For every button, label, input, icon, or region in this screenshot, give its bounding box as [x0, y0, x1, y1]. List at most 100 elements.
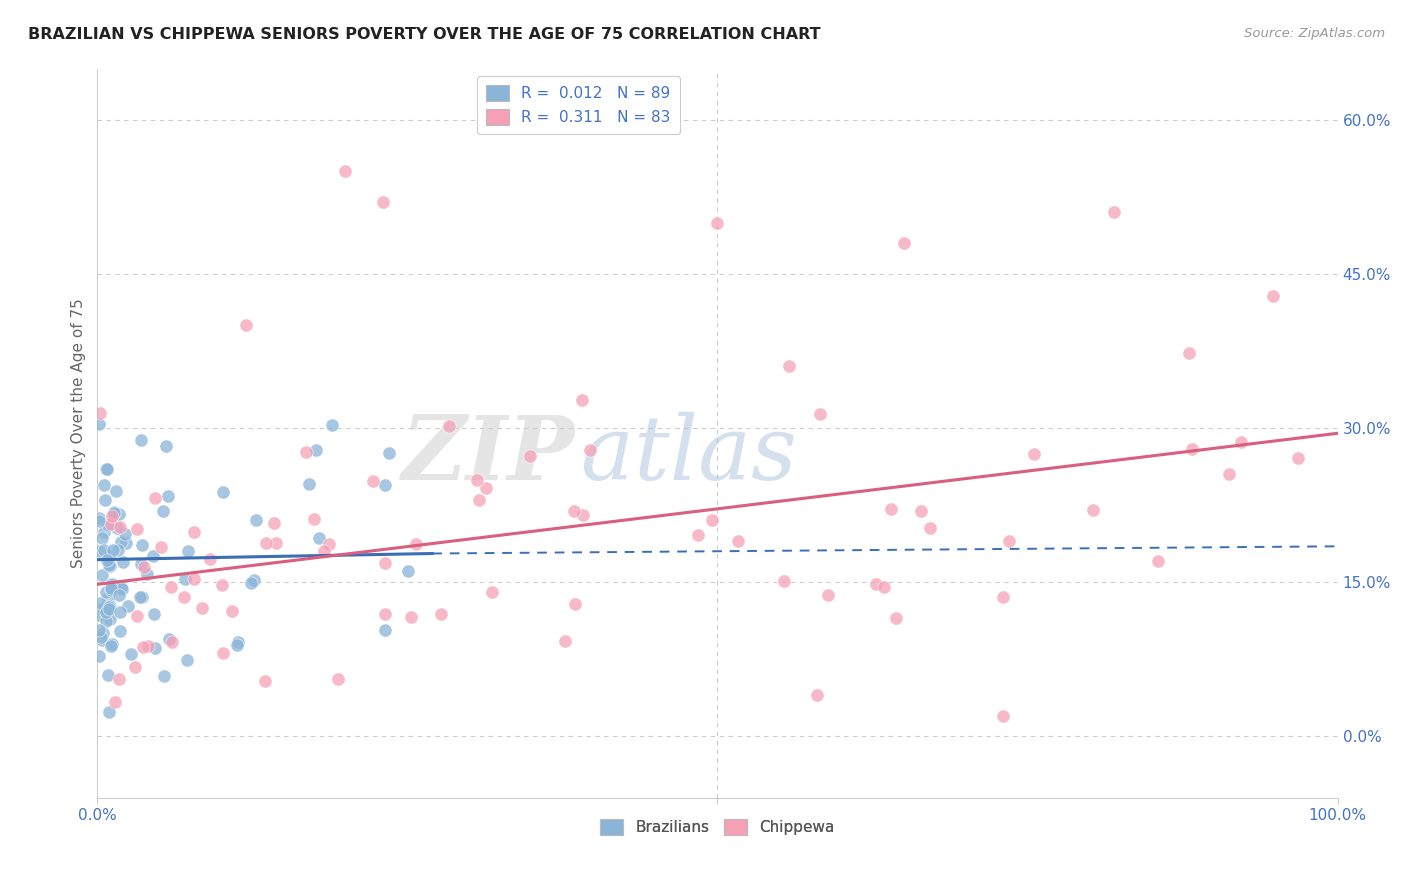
Point — [1218, 467, 1240, 481]
Point — [143, 491, 166, 505]
Point — [243, 573, 266, 587]
Point — [727, 533, 749, 548]
Point — [1178, 346, 1201, 360]
Point — [688, 528, 710, 542]
Point — [806, 688, 828, 702]
Point — [107, 508, 129, 522]
Legend: Brazilians, Chippewa: Brazilians, Chippewa — [593, 814, 841, 841]
Point — [579, 443, 602, 458]
Point — [94, 585, 117, 599]
Point — [328, 672, 350, 686]
Point — [778, 359, 800, 374]
Point — [125, 522, 148, 536]
Point — [110, 520, 132, 534]
Text: BRAZILIAN VS CHIPPEWA SENIORS POVERTY OVER THE AGE OF 75 CORRELATION CHART: BRAZILIAN VS CHIPPEWA SENIORS POVERTY OV… — [28, 27, 821, 42]
Point — [177, 544, 200, 558]
Point — [773, 574, 796, 589]
Point — [93, 478, 115, 492]
Point — [98, 600, 121, 615]
Point — [114, 536, 136, 550]
Point — [264, 536, 287, 550]
Point — [98, 558, 121, 573]
Point — [90, 630, 112, 644]
Point — [183, 572, 205, 586]
Point — [107, 588, 129, 602]
Point — [97, 706, 120, 720]
Point — [97, 667, 120, 681]
Point — [314, 544, 336, 558]
Point — [302, 512, 325, 526]
Point — [1181, 442, 1204, 456]
Point — [1286, 450, 1309, 465]
Point — [160, 635, 183, 649]
Point — [211, 578, 233, 592]
Point — [120, 648, 142, 662]
Point — [572, 508, 595, 522]
Point — [129, 590, 152, 604]
Point — [129, 434, 152, 448]
Point — [160, 580, 183, 594]
Point — [374, 478, 396, 492]
Point — [89, 596, 111, 610]
Text: ZIP: ZIP — [402, 412, 575, 499]
Point — [127, 609, 149, 624]
Point — [295, 444, 318, 458]
Point — [98, 612, 121, 626]
Point — [153, 668, 176, 682]
Point — [702, 513, 724, 527]
Point — [884, 611, 907, 625]
Point — [378, 446, 401, 460]
Point — [110, 580, 132, 594]
Point — [817, 588, 839, 602]
Point — [374, 556, 396, 570]
Point — [253, 673, 276, 688]
Point — [100, 582, 122, 596]
Point — [308, 532, 330, 546]
Point — [101, 509, 124, 524]
Point — [131, 557, 153, 571]
Point — [152, 504, 174, 518]
Point — [98, 549, 121, 563]
Point — [89, 406, 111, 420]
Point — [1104, 205, 1126, 219]
Point — [101, 637, 124, 651]
Point — [107, 543, 129, 558]
Point — [93, 525, 115, 540]
Point — [1261, 288, 1284, 302]
Point — [1024, 447, 1046, 461]
Point — [94, 493, 117, 508]
Point — [198, 551, 221, 566]
Point — [226, 635, 249, 649]
Point — [191, 601, 214, 615]
Point — [112, 555, 135, 569]
Point — [1146, 554, 1168, 568]
Point — [998, 534, 1021, 549]
Point — [993, 591, 1015, 605]
Point — [93, 543, 115, 558]
Point — [136, 566, 159, 581]
Point — [100, 639, 122, 653]
Point — [96, 462, 118, 476]
Point — [240, 576, 263, 591]
Point — [468, 492, 491, 507]
Point — [100, 583, 122, 598]
Point — [96, 553, 118, 567]
Point — [174, 572, 197, 586]
Point — [100, 516, 122, 531]
Point — [564, 597, 586, 611]
Point — [519, 449, 541, 463]
Point — [93, 625, 115, 640]
Point — [571, 392, 593, 407]
Point — [142, 549, 165, 563]
Point — [920, 521, 942, 535]
Point — [103, 505, 125, 519]
Point — [893, 236, 915, 251]
Point — [212, 646, 235, 660]
Point — [97, 591, 120, 606]
Point — [149, 540, 172, 554]
Point — [221, 603, 243, 617]
Point — [910, 504, 932, 518]
Point — [90, 568, 112, 582]
Point — [374, 607, 396, 621]
Point — [318, 536, 340, 550]
